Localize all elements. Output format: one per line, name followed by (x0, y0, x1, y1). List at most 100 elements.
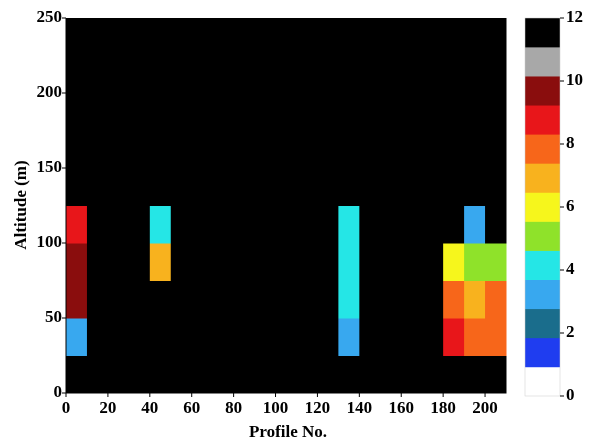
heatmap-cell (338, 93, 360, 131)
heatmap-cell (170, 355, 193, 394)
heatmap-cell (86, 205, 109, 244)
heatmap-cell (422, 130, 444, 169)
colorbar-tick-label: 0 (566, 385, 575, 404)
y-tick-label: 0 (54, 382, 63, 401)
x-tick-label: 140 (347, 398, 373, 417)
colorbar-segment (525, 221, 560, 251)
heatmap-cell (275, 280, 297, 319)
heatmap-cell (86, 318, 109, 356)
heatmap-cell (338, 168, 360, 206)
heatmap-cell (254, 355, 277, 394)
heatmap-cell (275, 205, 297, 244)
heatmap-cell (170, 243, 193, 281)
heatmap-cell (380, 18, 402, 56)
heatmap-cell (296, 55, 318, 94)
heatmap-cell (359, 130, 381, 169)
heatmap-cell (107, 280, 130, 319)
heatmap-cell (254, 280, 277, 319)
heatmap-cell (443, 280, 465, 319)
heatmap-cell (233, 205, 256, 244)
heatmap-cell (66, 355, 88, 394)
heatmap-cell (107, 130, 130, 169)
colorbar-segment (525, 308, 560, 339)
heatmap-cell (359, 93, 381, 131)
heatmap-cell (296, 18, 318, 56)
heatmap-cell (422, 18, 444, 56)
heatmap-cell (317, 130, 339, 169)
heatmap-cell (149, 355, 172, 394)
heatmap-cell (128, 130, 151, 169)
heatmap-cell (212, 280, 235, 319)
heatmap-cell (485, 205, 507, 244)
heatmap-cell (380, 93, 402, 131)
heatmap-cell (485, 18, 507, 56)
colorbar-tick-label: 8 (566, 133, 575, 152)
heatmap-cell (401, 93, 423, 131)
heatmap-cell (380, 55, 402, 94)
colorbar-tick-label: 2 (566, 322, 575, 341)
heatmap-cell (149, 93, 172, 131)
heatmap-cell (359, 355, 381, 394)
heatmap-cell (464, 130, 486, 169)
heatmap-cell (422, 205, 444, 244)
heatmap-cell (66, 318, 88, 356)
heatmap-cell (275, 168, 297, 206)
heatmap-cell (338, 55, 360, 94)
heatmap-cell (128, 318, 151, 356)
heatmap-cell (338, 280, 360, 319)
heatmap-cell (233, 243, 256, 281)
heatmap-cell (170, 18, 193, 56)
y-tick-label: 200 (37, 82, 63, 101)
heatmap-cell (66, 18, 88, 56)
heatmap-cell (275, 318, 297, 356)
heatmap-cell (170, 93, 193, 131)
heatmap-cell (317, 243, 339, 281)
heatmap-cell (170, 280, 193, 319)
colorbar-segment (525, 192, 560, 222)
heatmap-cell (66, 55, 88, 94)
heatmap-cell (317, 318, 339, 356)
heatmap-cell (212, 205, 235, 244)
colorbar-segment (525, 105, 560, 135)
heatmap-cell (401, 280, 423, 319)
heatmap-cell (254, 318, 277, 356)
heatmap-cell (107, 243, 130, 281)
heatmap-cell (464, 318, 486, 356)
heatmap-cell (338, 18, 360, 56)
heatmap-cell (128, 355, 151, 394)
heatmap-cell (233, 280, 256, 319)
heatmap-cell (191, 130, 214, 169)
heatmap-cell (359, 243, 381, 281)
heatmap-cell (422, 280, 444, 319)
heatmap-cell (191, 280, 214, 319)
heatmap-cell (86, 130, 109, 169)
heatmap-cell (149, 55, 172, 94)
heatmap-cell (254, 168, 277, 206)
heatmap-cell (66, 93, 88, 131)
x-tick-label: 80 (225, 398, 242, 417)
heatmap-cell (86, 93, 109, 131)
heatmap-cell (443, 205, 465, 244)
heatmap-cell (254, 130, 277, 169)
x-tick-label: 20 (99, 398, 116, 417)
heatmap-cell (464, 280, 486, 319)
colorbar-segment (525, 163, 560, 193)
heatmap-cell (464, 168, 486, 206)
heatmap-cell (401, 18, 423, 56)
heatmap-cell (170, 318, 193, 356)
heatmap-cell (317, 168, 339, 206)
heatmap-cell (317, 55, 339, 94)
heatmap-cell (359, 318, 381, 356)
heatmap-cell (317, 18, 339, 56)
heatmap-cell (254, 243, 277, 281)
heatmap-cell (317, 93, 339, 131)
heatmap-cell (401, 55, 423, 94)
heatmap-cell (317, 280, 339, 319)
heatmap-cell (485, 355, 507, 394)
heatmap-cell (443, 168, 465, 206)
x-tick-label: 200 (472, 398, 498, 417)
heatmap-cell (170, 130, 193, 169)
heatmap-cell (86, 243, 109, 281)
heatmap-cell (317, 205, 339, 244)
heatmap-cell (66, 168, 88, 206)
